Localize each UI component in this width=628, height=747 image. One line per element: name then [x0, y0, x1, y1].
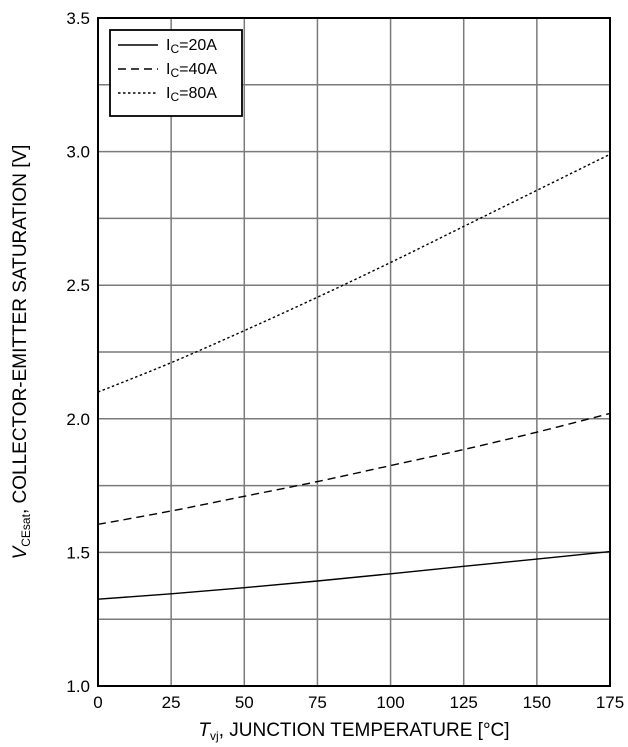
x-tick-label: 125 [450, 693, 478, 712]
legend: IC=20A IC=40A IC=80A [109, 29, 243, 117]
series-line [97, 153, 611, 393]
y-tick-label: 3.5 [66, 9, 90, 28]
x-tick-label: 175 [596, 693, 624, 712]
legend-label: IC=80A [166, 85, 217, 104]
y-tick-label: 2.5 [66, 276, 90, 295]
series-line [97, 550, 611, 600]
x-tick-label: 100 [376, 693, 404, 712]
y-tick-label: 1.5 [66, 543, 90, 562]
series-line [97, 412, 611, 526]
x-tick-labels: 0 25 50 75 100 125 150 175 [93, 693, 624, 712]
series-lines [97, 153, 611, 600]
legend-label: IC=20A [166, 37, 217, 56]
x-tick-label: 75 [308, 693, 327, 712]
plot-frame [97, 17, 611, 687]
x-tick-label: 150 [523, 693, 551, 712]
y-axis-label: VCEsat, COLLECTOR-EMITTER SATURATION [V] [10, 145, 33, 560]
legend-label: IC=40A [166, 61, 217, 80]
y-tick-labels: 1.0 1.5 2.0 2.5 3.0 3.5 [66, 9, 90, 696]
x-tick-label: 50 [235, 693, 254, 712]
x-tick-label: 0 [93, 693, 102, 712]
x-axis-label: Tvj, JUNCTION TEMPERATURE [°C] [198, 720, 509, 743]
grid [98, 18, 610, 686]
y-tick-label: 3.0 [66, 143, 90, 162]
y-tick-label: 1.0 [66, 677, 90, 696]
x-tick-label: 25 [162, 693, 181, 712]
y-tick-label: 2.0 [66, 410, 90, 429]
